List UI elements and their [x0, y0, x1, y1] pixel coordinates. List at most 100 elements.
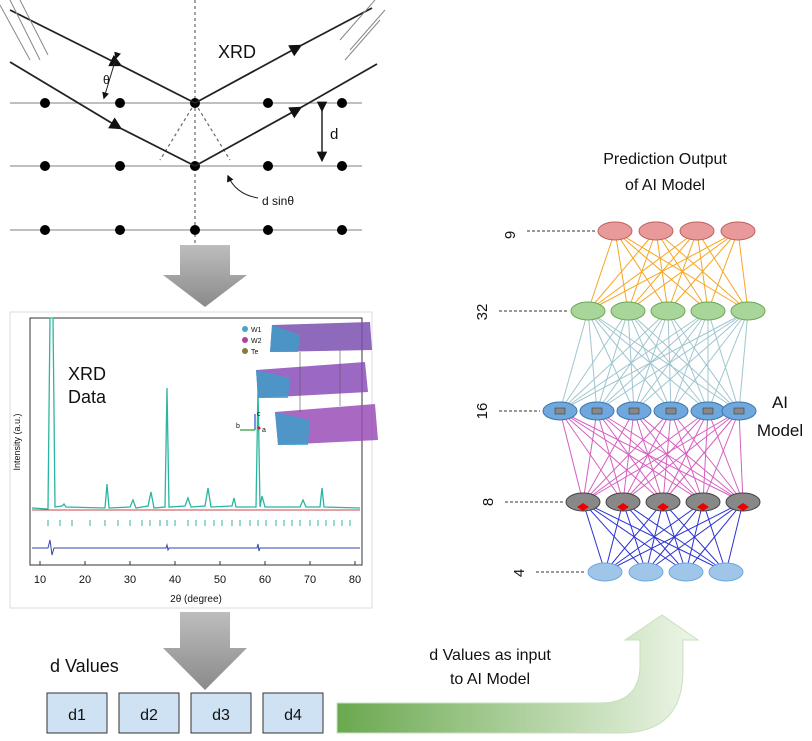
edge — [707, 230, 739, 312]
edge — [667, 310, 672, 412]
edge — [582, 410, 598, 503]
edge — [645, 501, 744, 573]
edge — [662, 410, 672, 503]
edge — [604, 501, 624, 573]
edge — [587, 230, 657, 312]
input-arrow-label: to AI Model — [450, 671, 530, 688]
edge — [633, 310, 709, 412]
node-detail — [657, 503, 669, 511]
node — [638, 221, 674, 241]
node — [679, 221, 715, 241]
edge — [582, 410, 672, 503]
edge — [582, 410, 635, 503]
node — [720, 221, 756, 241]
edge — [667, 310, 709, 412]
x-ticks: 10 20 30 40 50 60 70 80 — [34, 561, 361, 586]
atom — [115, 161, 125, 171]
atom — [115, 98, 125, 108]
node — [730, 301, 766, 321]
spacing-label: d — [330, 126, 338, 143]
edge — [596, 310, 749, 412]
model-title: of AI Model — [625, 177, 705, 194]
x-tick-label: 30 — [124, 574, 136, 586]
node-detail — [665, 407, 677, 415]
node — [708, 562, 744, 582]
edge — [596, 310, 629, 412]
edge — [627, 310, 635, 412]
edge — [738, 410, 744, 503]
edge — [667, 230, 739, 312]
legend-label: Te — [251, 349, 259, 356]
edge — [559, 410, 584, 503]
edge — [596, 310, 669, 412]
edge — [662, 410, 740, 503]
crystal-axis-label: c — [257, 411, 261, 418]
atom — [263, 225, 273, 235]
edge — [633, 310, 669, 412]
edge — [559, 310, 669, 412]
edge — [627, 230, 739, 312]
atom — [263, 98, 273, 108]
edge — [633, 410, 704, 503]
down-arrow — [163, 612, 247, 690]
edge — [670, 310, 749, 412]
edge — [604, 501, 744, 573]
edge — [670, 410, 744, 503]
edge — [707, 310, 749, 412]
edge — [725, 501, 744, 573]
layer-size-label: 16 — [474, 403, 491, 420]
edge — [633, 410, 664, 503]
xrd-data-title: XRD — [68, 364, 106, 384]
edge — [622, 410, 672, 503]
edge — [707, 410, 744, 503]
edge — [596, 410, 704, 503]
node-detail — [617, 503, 629, 511]
atom — [115, 225, 125, 235]
edge — [582, 410, 709, 503]
edge — [702, 410, 709, 503]
atom — [190, 225, 200, 235]
node — [597, 221, 633, 241]
atom — [337, 98, 347, 108]
node-detail — [628, 407, 640, 415]
edge — [587, 310, 598, 412]
d-value-label: d1 — [68, 707, 86, 724]
d-value-box — [190, 692, 252, 734]
edge — [627, 310, 672, 412]
atom — [40, 98, 50, 108]
network-nodes: 9 32 16 8 4 — [474, 221, 766, 582]
lattice-atoms — [40, 98, 347, 235]
edge — [604, 501, 664, 573]
node-detail — [702, 407, 714, 415]
node-detail — [697, 503, 709, 511]
edge — [559, 310, 589, 412]
edge — [587, 310, 709, 412]
input-arrow-label: d Values as input — [429, 647, 551, 664]
input-arrow — [336, 614, 700, 734]
edge — [622, 410, 635, 503]
node — [650, 301, 686, 321]
legend-label: W2 — [251, 338, 262, 345]
crystal-axis-label: b — [236, 423, 240, 430]
layer-size-label: 8 — [480, 498, 497, 506]
legend-label: W1 — [251, 327, 262, 334]
edge — [738, 310, 749, 412]
edge — [627, 310, 740, 412]
node-detail — [733, 407, 745, 415]
edge — [707, 310, 740, 412]
x-tick-label: 70 — [304, 574, 316, 586]
node — [587, 562, 623, 582]
edge — [587, 310, 740, 412]
model-label: Model — [757, 421, 803, 440]
d-values-title: d Values — [50, 656, 119, 676]
atom — [337, 225, 347, 235]
x-tick-label: 20 — [79, 574, 91, 586]
xrd-data-panel — [9, 311, 373, 609]
node-detail — [554, 407, 566, 415]
difference-curve — [32, 539, 360, 556]
d-value-box — [262, 692, 324, 734]
model-title: Prediction Output — [603, 151, 727, 168]
edge — [667, 310, 740, 412]
